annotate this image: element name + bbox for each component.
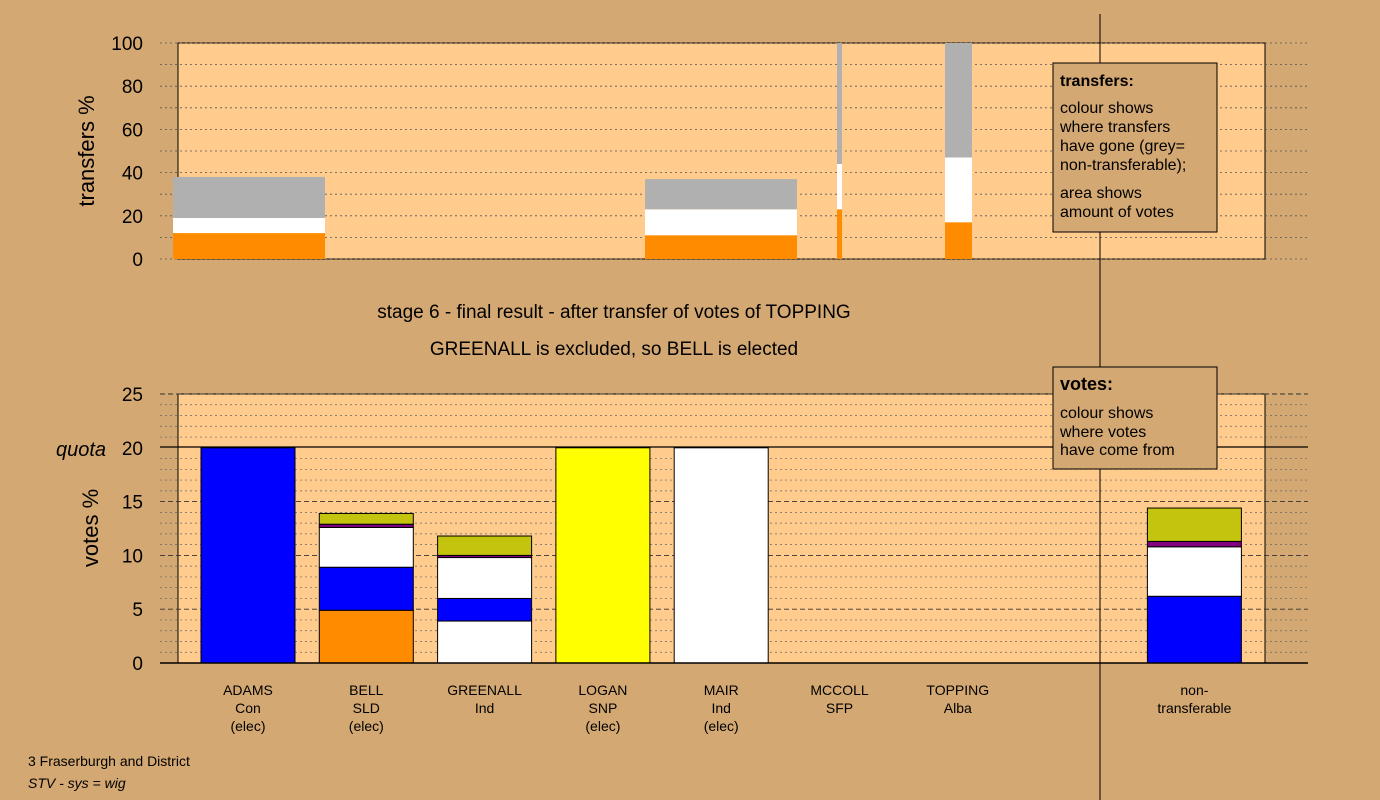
votes-legend-line: have come from [1060,442,1175,459]
candidate-label-line: (elec) [349,718,384,734]
transfers-legend-line: area shows [1060,185,1142,202]
candidate-label-line: SNP [589,700,618,716]
candidate-label-line: (elec) [704,718,739,734]
votes-bar-segment [437,620,533,664]
votes-bar-segment [318,566,414,611]
transfers-legend-line: have gone (grey= [1060,138,1185,155]
votes-bar-segment [673,447,769,664]
transfers-legend-line: amount of votes [1060,204,1174,221]
candidate-label-line: Ind [475,700,494,716]
votes-y-tick-label: 15 [122,493,143,514]
candidate-label-line: transferable [1157,700,1231,716]
transfers-bar-segment [945,157,972,223]
transfers-bar-segment [837,163,842,210]
votes-legend-title: votes: [1060,374,1113,394]
candidate-label-line: Ind [711,700,730,716]
votes-bar-segment [437,597,533,622]
candidate-label-line: non- [1180,682,1208,698]
votes-y-axis-label: votes % [78,489,103,567]
votes-legend-line: where votes [1059,424,1146,441]
votes-bar-segment [318,609,414,664]
transfers-legend-line: non-transferable); [1060,157,1186,174]
transfers-legend: transfers: colour shows where transfers … [1052,62,1218,233]
votes-bar-segment [1146,595,1242,664]
transfers-bar-segment [645,179,797,210]
votes-y-ticks: 0 5 10 15 20 25 [122,385,143,675]
votes-legend-line: colour shows [1060,405,1153,422]
votes-bar-segment [200,447,296,664]
candidate-label-line: MAIR [704,682,739,698]
votes-y-tick-label: 10 [122,546,143,567]
transfers-bar-segment [173,233,325,259]
transfers-y-axis-label: transfers % [74,95,99,206]
transfers-bars [173,43,972,259]
transfers-bar-segment [173,176,325,218]
transfers-bar-segment [945,43,972,158]
transfers-legend-line: colour shows [1060,100,1153,117]
transfers-bar-segment [837,43,842,164]
votes-legend: votes: colour shows where votes have com… [1052,366,1218,470]
candidate-label-line: MCCOLL [810,682,869,698]
quota-label: quota [56,439,106,461]
votes-bars [200,447,1242,664]
votes-y-tick-label: 25 [122,385,143,406]
candidate-label-line: Alba [944,700,972,716]
transfers-y-tick-label: 40 [122,164,143,185]
transfers-y-tick-label: 80 [122,77,143,98]
votes-bar-segment [437,557,533,599]
candidate-labels: ADAMS Con (elec) BELL SLD (elec) GREENALL Ind LO… [223,682,1231,734]
votes-y-tick-label: 20 [122,439,143,460]
chart-title-line1: stage 6 - final result - after transfer … [377,302,850,323]
transfers-bar-segment [945,222,972,259]
chart-title-line2: GREENALL is excluded, so BELL is elected [430,339,798,360]
candidate-label-line: TOPPING [926,682,989,698]
footer-system: STV - sys = wig [28,775,126,791]
candidate-label-line: SLD [353,700,380,716]
transfers-y-tick-label: 100 [111,34,143,55]
candidate-label-line: SFP [826,700,853,716]
candidate-label-line: ADAMS [223,682,273,698]
votes-y-tick-label: 5 [132,600,143,621]
candidate-label-line: GREENALL [447,682,522,698]
votes-bar-segment [318,526,414,568]
candidate-label-line: LOGAN [578,682,627,698]
votes-bar-segment [555,447,651,664]
transfers-y-tick-label: 0 [132,250,143,271]
candidate-label-line: Con [235,700,261,716]
candidate-label-line: BELL [349,682,383,698]
transfers-legend-title: transfers: [1060,73,1134,90]
transfers-legend-box [1052,62,1218,233]
votes-bar-segment [1146,540,1242,548]
candidate-label-line: (elec) [230,718,265,734]
votes-bar-segment [318,512,414,525]
transfers-legend-line: where transfers [1059,119,1170,136]
candidate-label-line: (elec) [585,718,620,734]
transfers-bar-segment [173,217,325,234]
transfers-bar-segment [837,209,842,259]
votes-y-tick-label: 0 [132,654,143,675]
votes-bar-segment [1146,546,1242,597]
transfers-y-tick-label: 20 [122,207,143,228]
footer-constituency: 3 Fraserburgh and District [28,753,190,769]
transfers-y-tick-label: 60 [122,120,143,141]
transfers-bar-segment [645,209,797,236]
votes-bar-segment [437,535,533,556]
votes-bar-segment [1146,507,1242,542]
transfers-y-ticks: 0 20 40 60 80 100 [111,34,143,271]
votes-legend-box [1052,366,1218,470]
transfers-bar-segment [645,235,797,259]
